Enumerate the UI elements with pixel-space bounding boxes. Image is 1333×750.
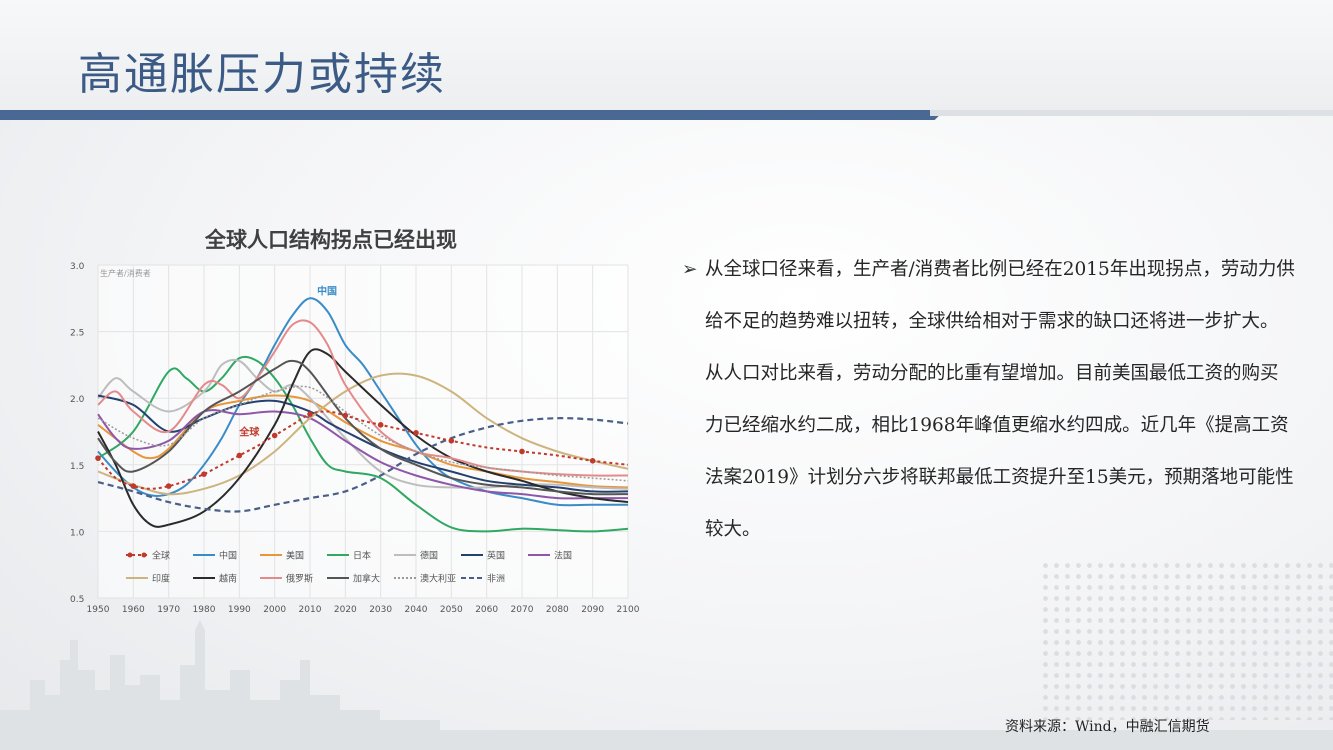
series-line-越南 (97, 348, 629, 528)
legend-marker (127, 552, 133, 558)
y-axis-label: 生产者/消费者 (100, 268, 151, 278)
series-line-美国 (97, 394, 629, 489)
legend-label: 澳大利亚 (420, 573, 456, 585)
legend-label: 德国 (420, 550, 438, 562)
x-tick-label: 2010 (299, 605, 322, 615)
page-title: 高通胀压力或持续 (78, 49, 446, 100)
x-tick-label: 2090 (581, 605, 604, 615)
series-line-澳大利亚 (97, 385, 629, 482)
x-tick-label: 1960 (122, 605, 145, 615)
x-tick-label: 2040 (405, 605, 428, 615)
series-line-法国 (97, 409, 628, 500)
arrow-right-icon: ➢ (682, 259, 698, 280)
series-line-非洲 (97, 417, 629, 513)
series-point-全球 (130, 483, 137, 489)
source-note: 资料来源：Wind，中融汇信期货 (1005, 719, 1210, 735)
y-tick-label: 3.0 (70, 262, 85, 272)
series-point-全球 (95, 455, 101, 461)
analysis-text: 从全球口径来看，生产者/消费者比例已经在2015年出现拐点，劳动力供给不足的趋势… (705, 259, 1295, 540)
x-tick-label: 2080 (546, 605, 569, 615)
series-point-全球 (342, 412, 349, 419)
legend-label: 俄罗斯 (286, 573, 313, 585)
x-tick-label: 1980 (193, 605, 216, 615)
series-line-俄罗斯 (97, 319, 629, 477)
series-point-全球 (448, 438, 455, 444)
x-tick-label: 2020 (334, 605, 357, 615)
legend-label: 英国 (487, 550, 505, 562)
x-tick-label: 1990 (228, 605, 251, 615)
legend-label: 中国 (219, 550, 237, 562)
analysis-paragraph: ➢ 从全球口径来看，生产者/消费者比例已经在2015年出现拐点，劳动力供给不足的趋… (682, 244, 1295, 556)
title-band (0, 0, 1333, 112)
legend-label: 越南 (219, 573, 237, 585)
annotation-label: 中国 (317, 284, 337, 297)
y-tick-label: 2.0 (70, 395, 85, 405)
y-axis-ticks: 0.5 1.0 1.5 2.0 2.5 3.0 (70, 262, 85, 605)
x-tick-label: 2060 (475, 605, 498, 615)
legend-label: 美国 (286, 550, 304, 562)
legend-label: 日本 (353, 550, 371, 562)
series-point-全球 (236, 452, 243, 459)
series-point-全球 (271, 432, 278, 439)
series-point-全球 (589, 458, 596, 464)
series-point-全球 (377, 422, 384, 428)
y-tick-label: 1.5 (70, 462, 84, 472)
series-point-全球 (165, 483, 172, 489)
series-lines (95, 297, 629, 533)
x-tick-label: 2050 (440, 605, 463, 615)
x-tick-label: 1970 (157, 605, 180, 615)
y-tick-label: 2.5 (70, 329, 84, 339)
y-tick-label: 0.5 (70, 595, 84, 605)
legend-label: 全球 (152, 550, 170, 562)
legend-label: 印度 (152, 573, 170, 585)
x-tick-label: 1950 (87, 605, 110, 615)
x-tick-label: 2030 (369, 605, 392, 615)
x-tick-label: 2000 (263, 605, 286, 615)
series-line-印度 (97, 372, 629, 496)
y-tick-label: 1.0 (70, 528, 85, 538)
series-point-全球 (201, 471, 207, 477)
grid-lines (97, 264, 629, 599)
legend-label: 非洲 (487, 573, 505, 585)
title-underline-light (930, 110, 1333, 116)
series-line-加拿大 (97, 359, 629, 496)
legend-marker (141, 552, 147, 558)
series-line-日本 (97, 355, 629, 533)
series-point-全球 (307, 411, 313, 417)
legend-label: 加拿大 (353, 573, 380, 585)
city-skyline-decoration (0, 620, 1333, 750)
population-ratio-chart: 生产者/消费者 0.51.01.52.02.53.0 1950 1960 1970 1… (70, 262, 640, 615)
series-point-全球 (519, 448, 525, 455)
annotation-label: 全球 (238, 425, 260, 438)
x-axis-ticks: 1950 1960 1970 1980 1990 2000 2010 2020 2030 2040… (87, 605, 640, 615)
title-underline-bar (0, 110, 945, 120)
x-tick-label: 2100 (617, 605, 640, 615)
x-tick-label: 2070 (511, 605, 534, 615)
series-point-全球 (413, 430, 419, 436)
dot-pattern-decoration (1040, 560, 1333, 720)
chart-title: 全球人口结构拐点已经出现 (205, 228, 457, 252)
legend-label: 法国 (554, 550, 572, 562)
